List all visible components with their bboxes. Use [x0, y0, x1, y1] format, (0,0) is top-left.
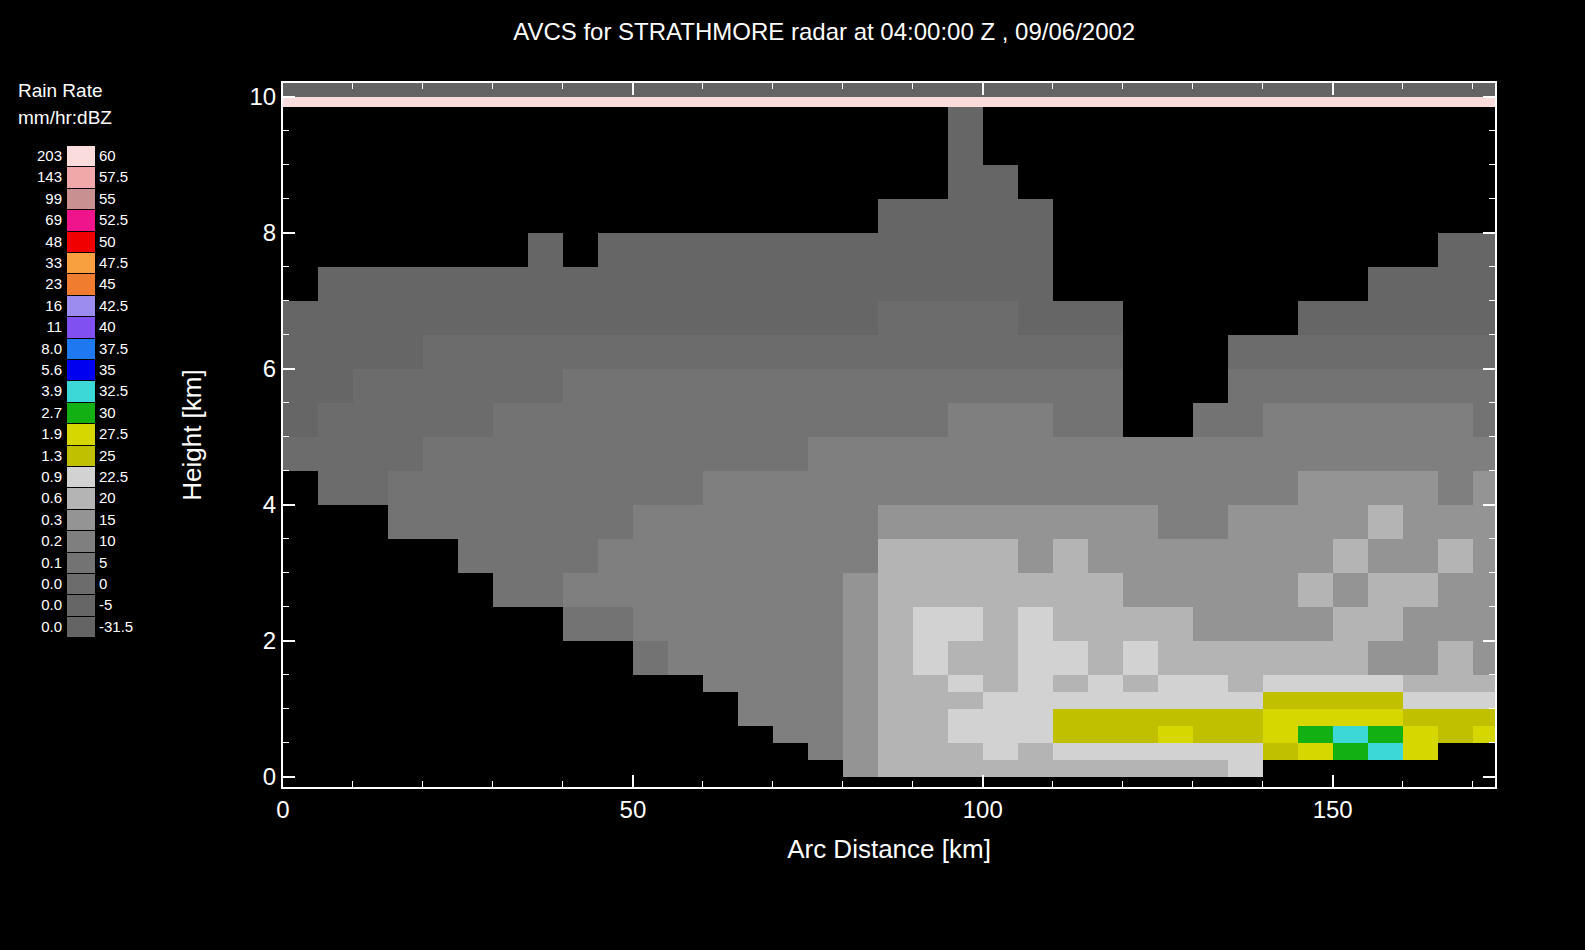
html-text:37.5: 37.5 — [99, 339, 129, 357]
svg-text:Arc Distance [km]: Arc Distance [km] — [787, 834, 991, 864]
html-text:0: 0 — [99, 575, 108, 592]
html-text:2.7: 2.7 — [41, 403, 62, 421]
html-text:0.2: 0.2 — [41, 532, 62, 550]
html-text:45: 45 — [99, 275, 116, 293]
html-text:11: 11 — [46, 318, 62, 336]
html-text:40: 40 — [99, 318, 116, 336]
svg-text:AVCS for STRATHMORE radar at 0: AVCS for STRATHMORE radar at 04:00:00 Z … — [513, 18, 1135, 45]
html-text:-5: -5 — [99, 596, 113, 614]
html-text:5: 5 — [99, 553, 108, 571]
html-text:Rain Rate: Rain Rate — [18, 80, 103, 101]
html-text:1.3: 1.3 — [41, 446, 62, 464]
html-text:3.9: 3.9 — [41, 382, 62, 400]
html-text:23: 23 — [45, 275, 62, 293]
svg-text:2: 2 — [263, 627, 276, 654]
html-text:50: 50 — [99, 232, 116, 250]
html-text:0.0: 0.0 — [41, 575, 62, 592]
html-text:30: 30 — [99, 403, 116, 421]
svg-text:Height [km]: Height [km] — [177, 369, 207, 501]
svg-text:10: 10 — [249, 83, 276, 110]
svg-text:100: 100 — [963, 796, 1003, 823]
html-text:16: 16 — [45, 296, 62, 314]
html-text:48: 48 — [45, 232, 62, 250]
html-text:69: 69 — [45, 211, 62, 229]
html-text:10: 10 — [99, 532, 116, 550]
html-text:0.1: 0.1 — [41, 553, 62, 571]
html-text:20: 20 — [99, 489, 116, 507]
html-text:42.5: 42.5 — [99, 296, 129, 314]
html-text:0.0: 0.0 — [41, 617, 62, 635]
html-text:0.9: 0.9 — [41, 468, 62, 485]
html-text:mm/hr:dBZ: mm/hr:dBZ — [18, 107, 112, 128]
svg-text:0: 0 — [263, 763, 276, 790]
html-text:32.5: 32.5 — [99, 382, 129, 400]
html-text:25: 25 — [99, 446, 116, 464]
html-text:35: 35 — [99, 361, 116, 378]
html-text:203: 203 — [37, 147, 62, 164]
html-text:57.5: 57.5 — [99, 168, 129, 186]
html-text:60: 60 — [99, 147, 116, 164]
svg-text:50: 50 — [620, 796, 647, 823]
html-text:52.5: 52.5 — [99, 211, 129, 229]
html-text:0.0: 0.0 — [41, 596, 62, 614]
svg-text:4: 4 — [263, 491, 276, 518]
html-text:0.3: 0.3 — [41, 510, 62, 528]
html-text:27.5: 27.5 — [99, 425, 129, 443]
svg-text:150: 150 — [1313, 796, 1353, 823]
html-text:15: 15 — [99, 510, 116, 528]
svg-text:8: 8 — [263, 219, 276, 246]
html-text:0.6: 0.6 — [41, 489, 62, 507]
html-text:99: 99 — [45, 189, 62, 207]
svg-text:6: 6 — [263, 355, 276, 382]
html-text:22.5: 22.5 — [99, 468, 129, 485]
svg-text:0: 0 — [276, 796, 289, 823]
html-text:-31.5: -31.5 — [99, 617, 134, 635]
html-text:33: 33 — [45, 254, 62, 271]
html-text:1.9: 1.9 — [41, 425, 62, 443]
html-text:55: 55 — [99, 189, 116, 207]
html-text:47.5: 47.5 — [99, 254, 129, 271]
html-text:5.6: 5.6 — [41, 361, 62, 378]
html-text:8.0: 8.0 — [41, 339, 62, 357]
html-text:143: 143 — [37, 168, 62, 186]
